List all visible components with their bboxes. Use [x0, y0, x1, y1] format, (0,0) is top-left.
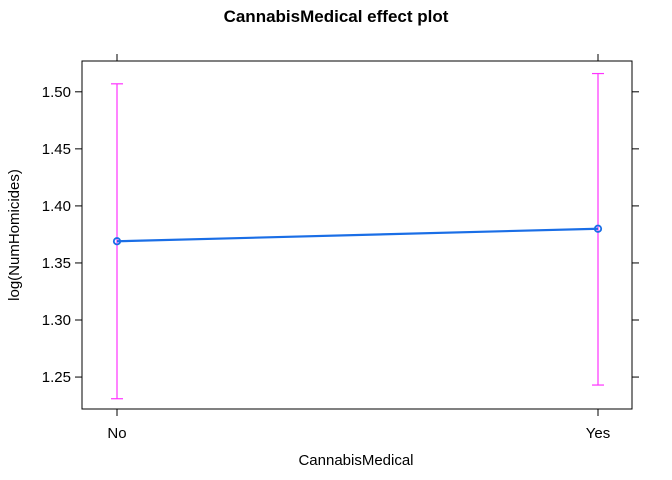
effect-point-no	[112, 237, 122, 246]
x-tick-label: No	[107, 425, 126, 442]
y-axis-label: log(NumHomicides)	[6, 169, 23, 301]
effect-line	[116, 227, 599, 243]
y-tick-label: 1.30	[42, 312, 71, 329]
y-tick-label: 1.25	[42, 369, 71, 386]
x-tick-label: Yes	[586, 425, 610, 442]
y-tick-label: 1.45	[42, 141, 71, 158]
effect-point-yes	[593, 224, 603, 233]
y-tick-label: 1.40	[42, 198, 71, 215]
chart-marks: 1.25 1.30 1.35 1.40 1.45 1.50 No Yes	[42, 54, 639, 442]
x-axis-label: CannabisMedical	[298, 452, 413, 469]
y-tick-label: 1.50	[42, 84, 71, 101]
chart-title: CannabisMedical effect plot	[224, 7, 449, 26]
plot-frame	[81, 60, 633, 410]
y-tick-label: 1.35	[42, 255, 71, 272]
